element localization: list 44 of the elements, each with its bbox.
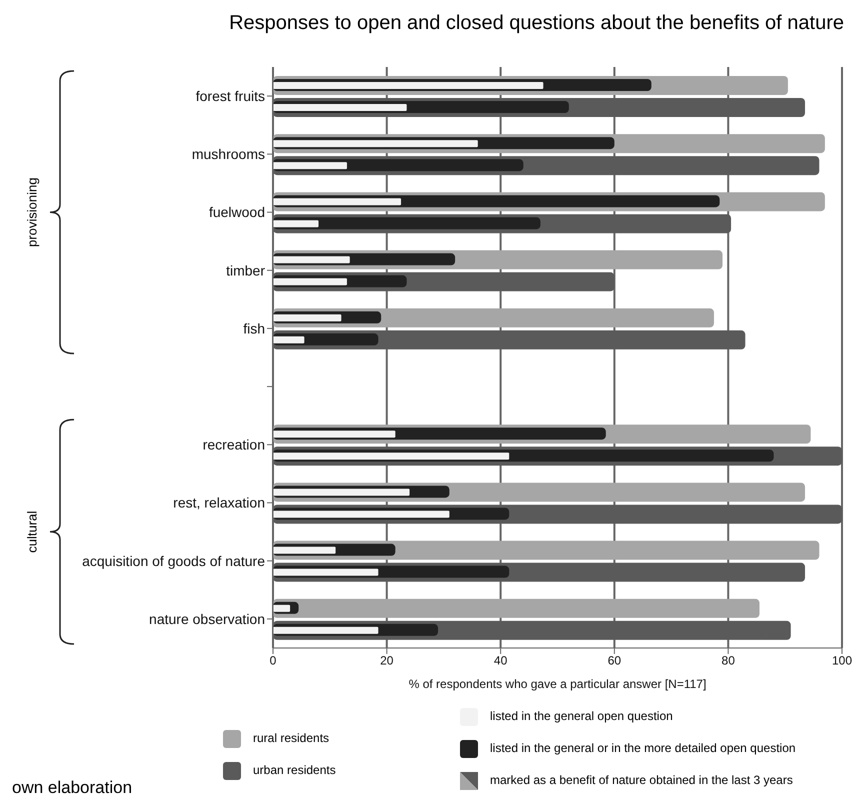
- bar: [273, 162, 347, 170]
- y-tick-label: fish: [243, 320, 265, 336]
- y-tick-label: acquisition of goods of nature: [82, 552, 266, 569]
- bar: [273, 488, 410, 496]
- legend-label: urban residents: [252, 762, 336, 780]
- bar: [273, 626, 378, 634]
- x-tick-label: 20: [380, 654, 394, 668]
- x-axis-title: % of respondents who gave a particular answer [N=117]: [408, 677, 706, 691]
- legend-label: listed in the general open question: [489, 708, 674, 726]
- x-tick-label: 100: [832, 654, 852, 668]
- y-tick-label: timber: [226, 262, 266, 278]
- bar: [273, 82, 544, 89]
- y-tick-label: recreation: [202, 436, 265, 453]
- y-tick-label: nature observation: [149, 610, 265, 627]
- bar: [273, 314, 342, 322]
- x-tick-label: 0: [270, 654, 277, 668]
- y-tick-label: rest, relaxation: [173, 494, 265, 511]
- bar: [273, 598, 760, 618]
- bar: [273, 510, 450, 518]
- bar: [273, 104, 407, 111]
- bar: [273, 278, 347, 286]
- bar: [273, 220, 319, 228]
- y-tick-label: fuelwood: [208, 204, 265, 220]
- bar: [273, 604, 290, 612]
- chart-title: Responses to open and closed questions about the benefits of nature: [229, 12, 844, 35]
- bar: [273, 546, 336, 554]
- bar: [273, 336, 304, 344]
- text: marked as a benefit of nature obtained in the last 3 years: [489, 772, 794, 790]
- legend-label: rural residents: [252, 730, 330, 748]
- y-tick-label: forest fruits: [196, 88, 265, 104]
- text: own elaboration: [12, 778, 132, 798]
- bar: [273, 256, 350, 264]
- y-tick-label: mushrooms: [192, 146, 265, 162]
- bar: [273, 568, 378, 576]
- bar: [273, 198, 402, 206]
- bar: [273, 430, 396, 438]
- bar: [273, 140, 478, 148]
- legend-label: listed in the general or in the more detailed open question: [489, 740, 796, 758]
- text: provisioning: [24, 178, 40, 247]
- x-tick-label: 60: [608, 654, 622, 668]
- text: cultural: [24, 510, 40, 553]
- bar: [273, 452, 510, 460]
- x-tick-label: 40: [494, 654, 508, 668]
- x-tick-label: 80: [722, 654, 736, 668]
